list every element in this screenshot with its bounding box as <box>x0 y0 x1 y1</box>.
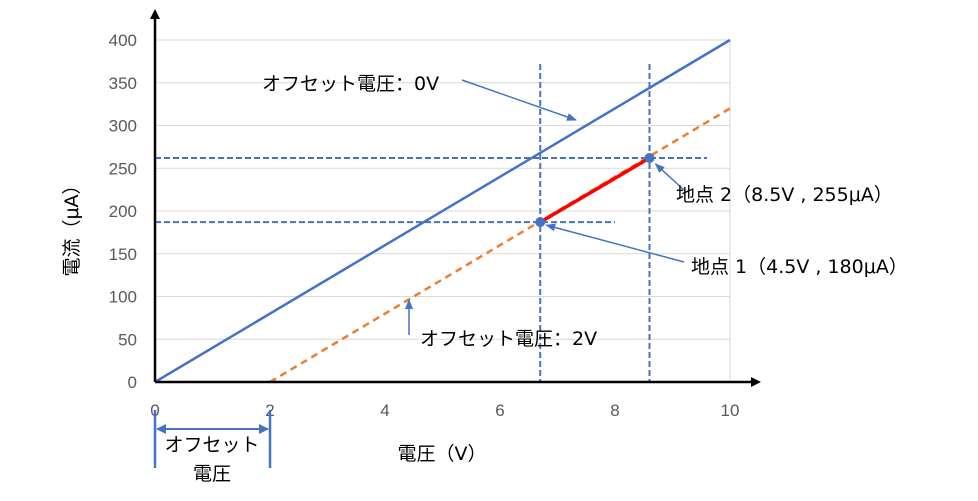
y-tick-label: 0 <box>128 373 137 392</box>
x-tick-label: 10 <box>721 401 740 420</box>
annotation-arrows <box>153 79 685 468</box>
arrow-point-1 <box>545 223 685 263</box>
y-tick-label: 300 <box>109 117 137 136</box>
axes <box>150 9 761 387</box>
x-tick-label: 6 <box>495 401 504 420</box>
series <box>154 38 731 384</box>
arrow-offset-0v <box>461 79 577 121</box>
grid <box>155 39 731 382</box>
y-tick-label: 250 <box>109 159 137 178</box>
x-axis-label: 電圧（V） <box>398 443 487 465</box>
annotation-offset-2v: オフセット電圧：2V <box>420 328 597 350</box>
series-line-2 <box>269 107 731 384</box>
offset-bracket-label-line2: 電圧 <box>193 463 231 485</box>
y-tick-label: 350 <box>109 74 137 93</box>
points <box>535 152 655 228</box>
offset-bracket-label-line1: オフセット <box>164 434 259 456</box>
annotation-offset-0v: オフセット電圧：0V <box>262 73 439 95</box>
y-tick-label: 100 <box>109 288 137 307</box>
y-axis-label: 電流（μA） <box>61 175 83 276</box>
point-2-label: 地点 2（8.5V , 255μA） <box>676 184 893 206</box>
x-tick-label: 4 <box>380 401 389 420</box>
series-line-1 <box>154 38 731 384</box>
point-1-label: 地点 1（4.5V , 180μA） <box>691 256 908 278</box>
y-tick-label: 150 <box>109 245 137 264</box>
y-tick-label: 50 <box>118 330 137 349</box>
highlight-segment <box>539 156 651 224</box>
point-1-marker <box>535 217 546 228</box>
point-2-marker <box>644 152 655 163</box>
y-tick-label: 200 <box>109 202 137 221</box>
y-tick-label: 400 <box>109 31 137 50</box>
x-tick-label: 8 <box>610 401 619 420</box>
arrow-point-2 <box>654 163 685 191</box>
